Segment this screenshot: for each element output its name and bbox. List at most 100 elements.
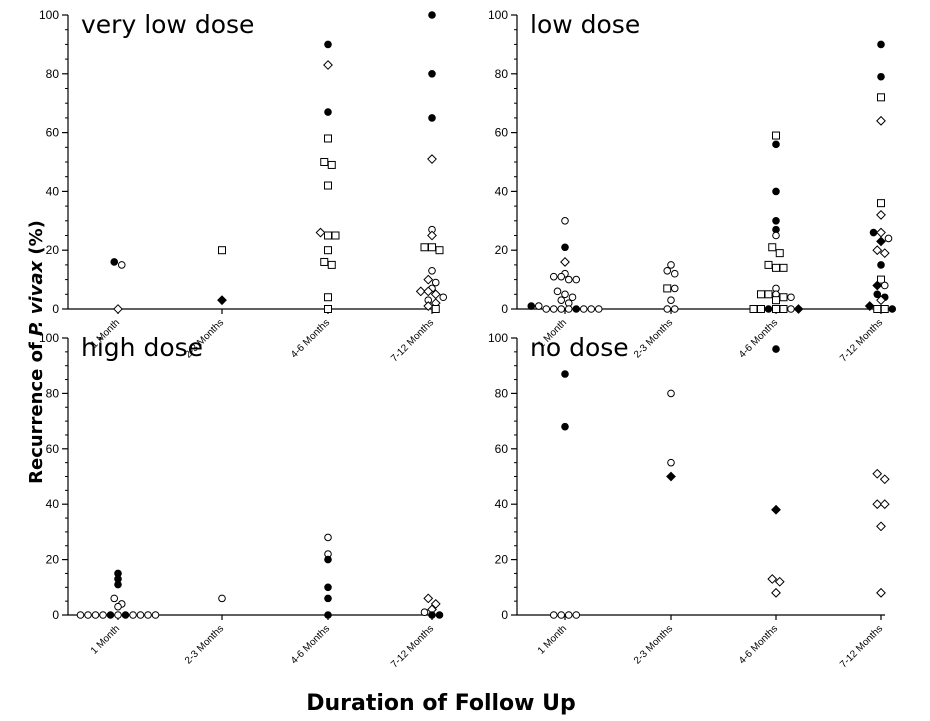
panel-1-data-point (323, 60, 333, 70)
panel-2-data-point (772, 263, 780, 272)
panel-1-x-tick-label: 4-6 Months (289, 317, 332, 360)
panel-1-data-point (423, 301, 434, 311)
panel-2-data-point (877, 93, 885, 102)
panel-2-data-point (568, 293, 577, 302)
panel-2-data-point (879, 248, 890, 259)
panel-3-data-point (423, 593, 434, 604)
panel-2-data-point (772, 140, 780, 149)
panel-4-data-point (549, 611, 558, 619)
panel-2-data-point (594, 305, 603, 313)
y-axis-title: Recurrence of P. vivax (%) (26, 220, 47, 484)
panel-2-data-point (768, 243, 777, 252)
panel-2-data-point (670, 269, 679, 278)
panel-1-y-tick-label: 80 (46, 67, 60, 81)
panel-2-data-point (772, 131, 780, 140)
panel-3-y-tick-label: 100 (39, 331, 59, 345)
panel-4-data-point (872, 499, 883, 510)
panel-4-y-tick-label: 0 (501, 608, 508, 622)
panel-1-data-point (320, 158, 329, 166)
panel-2-data-point (772, 217, 780, 225)
panel-1-data-point (428, 114, 436, 122)
panel-2-data-point (663, 284, 672, 293)
panel-2-data-point (764, 305, 773, 313)
panel-2-y-tick-label: 40 (495, 184, 509, 198)
panel-2-data-point (876, 236, 886, 247)
panel-1-data-point (324, 108, 332, 116)
panel-2-data-point (564, 305, 573, 313)
panel-2-data-point (663, 305, 672, 313)
panel-1-y-tick-label: 40 (46, 184, 60, 198)
panel-1-y-tick-label: 0 (52, 302, 59, 316)
panel-3-data-point (121, 611, 130, 619)
panel-2-data-point (534, 302, 543, 310)
panel-3-y-tick-label: 0 (52, 608, 59, 622)
panel-4-x-tick-label: 7-12 Months (838, 623, 885, 670)
panel-1-data-point (324, 246, 332, 255)
panel-2-data-point (877, 199, 885, 208)
panel-2-data-point (876, 210, 886, 220)
panel-4-title: no dose (530, 333, 629, 362)
panel-2-data-point (779, 305, 788, 313)
panel-1-data-point (218, 246, 226, 255)
panel-3-data-point (129, 611, 137, 619)
panel-1-data-point (331, 231, 340, 240)
panel-2-data-point (877, 261, 885, 269)
panel-2-data-point (557, 296, 566, 304)
panel-2-data-point (667, 296, 675, 304)
panel-4-x-tick-label: 1 Month (536, 623, 569, 656)
panel-4-data-point (774, 576, 785, 587)
panel-3-x-tick-label: 7-12 Months (389, 623, 436, 670)
panel-1-data-point (110, 258, 119, 266)
panel-3-data-point (114, 611, 122, 619)
panel-3-data-point (151, 611, 160, 619)
panel-2-data-point (880, 305, 889, 313)
panel-1-data-point (420, 243, 429, 252)
panel-2-data-point (876, 115, 886, 126)
panel-2-data-point (779, 263, 788, 272)
panel-3-data-point (218, 594, 226, 603)
panel-2-data-point (561, 243, 569, 252)
panel-1-data-point (428, 243, 436, 252)
panel-1-data-point (315, 227, 326, 238)
panel-2-data-point (872, 245, 883, 256)
panel-2-data-point (564, 275, 573, 284)
panel-2-data-point (572, 275, 581, 284)
panel-2-data-point (876, 295, 886, 306)
panel-2-data-point (670, 284, 679, 293)
panel-3-data-point (99, 611, 107, 619)
panel-3-data-point (324, 583, 332, 592)
panel-3-data-point (110, 594, 119, 603)
panel-4-y-tick-label: 60 (495, 442, 509, 456)
panel-4-data-point (667, 389, 675, 398)
panel-3-x-tick-label: 2-3 Months (183, 623, 226, 666)
panel-2-data-point (667, 261, 675, 269)
panel-3-data-point (144, 611, 152, 619)
panel-2-data-point (572, 305, 581, 313)
panel-2-data-point (549, 272, 558, 281)
panel-2-data-point (787, 293, 795, 302)
panel-1-data-point (439, 293, 448, 302)
panel-1-data-point (324, 231, 332, 240)
panel-2-data-point (772, 231, 780, 240)
panel-3-data-point (114, 580, 122, 589)
panel-2-data-point (779, 293, 788, 302)
panel-3-y-tick-label: 60 (46, 442, 60, 456)
panel-2-data-point (549, 305, 558, 313)
panel-3-data-point (84, 611, 92, 619)
panel-4-data-point (872, 468, 883, 479)
panel-3-data-point (106, 611, 115, 619)
panel-4-data-point (876, 587, 886, 598)
panel-1-data-point (324, 181, 332, 190)
panel-2-data-point (877, 72, 885, 81)
panel-4-data-point (557, 611, 566, 619)
panel-1-data-point (324, 40, 332, 49)
panel-2-data-point (542, 305, 551, 313)
panel-2-data-point (772, 187, 780, 196)
panel-2-x-tick-label: 2-3 Months (632, 317, 675, 360)
panel-1-data-point (324, 293, 332, 302)
panel-3-data-point (420, 608, 429, 617)
panel-4-x-tick-label: 2-3 Months (632, 623, 675, 666)
panel-4-y-tick-label: 80 (495, 386, 509, 400)
panel-2-data-point (873, 305, 882, 313)
